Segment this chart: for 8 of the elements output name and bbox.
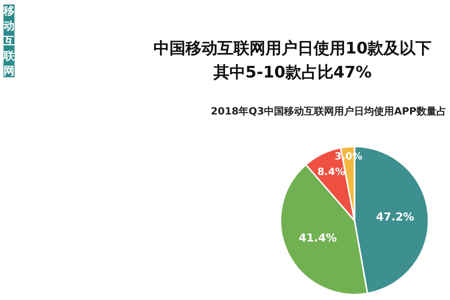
text: 2018年Q3中国移动互联网用户日均使用APP数量占 bbox=[210, 106, 447, 118]
data-label: 3.0% bbox=[334, 152, 362, 163]
chart-subtitle: 其中5-10款占比47% bbox=[212, 62, 372, 82]
chart-title: 中国移动互联网用户日使用10款及以下 bbox=[153, 38, 432, 58]
text: 移动互联网 bbox=[2, 4, 16, 78]
data-label: 47.2% bbox=[376, 210, 414, 224]
data-label: 8.4% bbox=[317, 167, 346, 178]
data-label: 41.4% bbox=[298, 232, 337, 245]
